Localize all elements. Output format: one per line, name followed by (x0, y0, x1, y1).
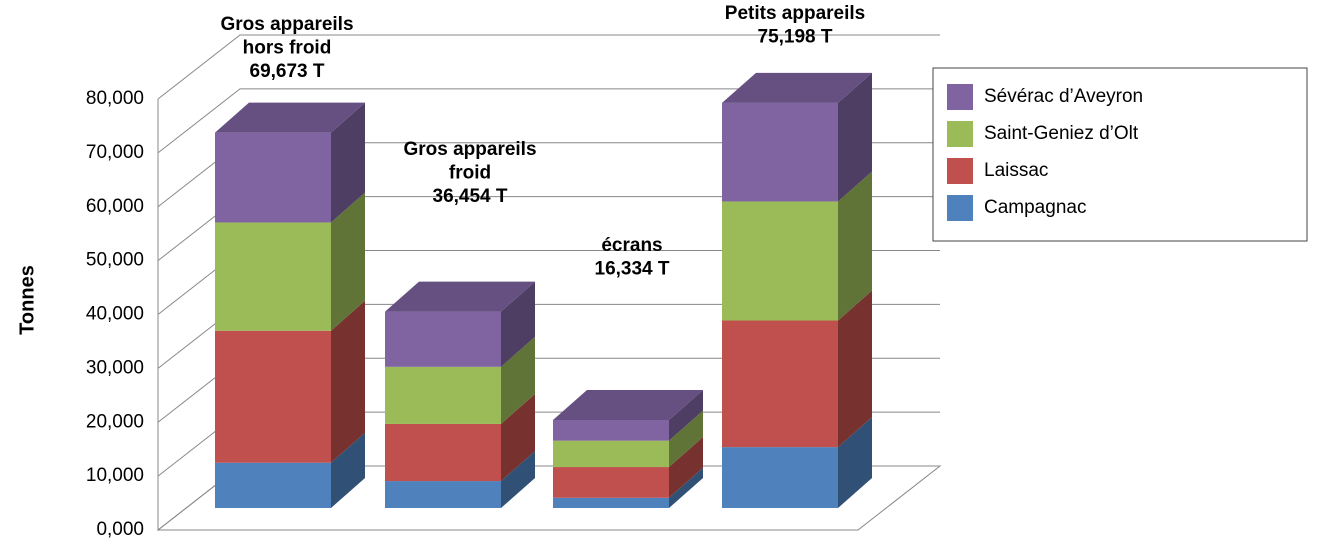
bar-segment (553, 410, 703, 468)
bar-top (553, 390, 703, 421)
bar-side (331, 102, 365, 223)
bar-segment (385, 393, 535, 482)
bar-segment (553, 437, 703, 498)
bar-front (553, 497, 669, 508)
bar-side (838, 290, 872, 448)
bar-side (838, 417, 872, 508)
bar-side (501, 393, 535, 482)
bar-annotation: 75,198 T (758, 27, 833, 48)
legend-swatch (947, 121, 973, 147)
legend-label: Sévérac d’Aveyron (984, 86, 1143, 107)
bar-front (385, 423, 501, 482)
legend-label: Campagnac (984, 197, 1086, 218)
y-tick-label: 70,000 (86, 142, 144, 163)
y-tick-label: 0,000 (96, 519, 144, 540)
bar-front (553, 440, 669, 468)
bar-top (385, 281, 535, 312)
y-tick-label: 30,000 (86, 357, 144, 378)
bar-annotation: 16,334 T (595, 259, 670, 280)
legend-box (932, 67, 1308, 242)
bar-front (385, 311, 501, 367)
bar-side (501, 336, 535, 424)
legend-label: Laissac (984, 160, 1048, 181)
bar-segment (553, 390, 703, 441)
bar-segment (215, 192, 365, 331)
bar-front (553, 467, 669, 498)
bar-annotation: Gros appareils (220, 14, 353, 35)
bar-side (501, 281, 535, 367)
bar-front (215, 132, 331, 223)
bar-front (722, 201, 838, 321)
bar-segment (215, 300, 365, 463)
bar-top (215, 102, 365, 133)
y-tick-label: 20,000 (86, 411, 144, 432)
y-tick-label: 60,000 (86, 196, 144, 217)
bar-front (722, 320, 838, 448)
bar-side (331, 300, 365, 463)
bar-segment (553, 467, 703, 508)
bar-segment (722, 171, 872, 321)
bar-annotation: hors froid (243, 38, 332, 59)
bar-side (838, 171, 872, 321)
y-axis-label: Tonnes (16, 265, 38, 335)
bar-annotation: Gros appareils (403, 139, 536, 160)
bar-annotation: 69,673 T (250, 61, 325, 82)
bar-side (669, 410, 703, 468)
bar-front (215, 462, 331, 508)
bar-annotation: froid (449, 163, 491, 184)
bar-front (553, 420, 669, 441)
bar-segment (385, 451, 535, 508)
legend-swatch (947, 158, 973, 184)
bar-front (722, 447, 838, 508)
bar-front (215, 330, 331, 463)
bar-segment (722, 290, 872, 448)
bar-annotation: Petits appareils (725, 3, 865, 24)
grid-line (157, 34, 940, 100)
bar-side (331, 192, 365, 331)
bar-segment (722, 72, 872, 202)
bar-front (385, 366, 501, 424)
bar-segment (215, 432, 365, 508)
legend-swatch (947, 195, 973, 221)
bar-side (331, 432, 365, 508)
y-tick-label: 10,000 (86, 465, 144, 486)
bar-side (669, 390, 703, 441)
bar-annotation: 36,454 T (433, 186, 508, 207)
bar-side (501, 451, 535, 508)
bar-side (669, 437, 703, 498)
bar-annotation: écrans (601, 235, 662, 256)
bar-front (722, 102, 838, 202)
bar-side (838, 72, 872, 202)
y-tick-label: 40,000 (86, 304, 144, 325)
legend-swatch (947, 84, 973, 110)
bar-segment (385, 336, 535, 424)
bar-segment (722, 417, 872, 508)
bar-segment (215, 102, 365, 223)
bar-side (669, 467, 703, 508)
y-tick-label: 50,000 (86, 250, 144, 271)
bar-segment (385, 281, 535, 367)
legend-label: Saint-Geniez d’Olt (984, 123, 1139, 144)
bar-front (385, 481, 501, 508)
y-tick-label: 80,000 (86, 88, 144, 109)
bar-front (215, 222, 331, 331)
bar-top (722, 72, 872, 103)
grid-line (157, 88, 940, 154)
